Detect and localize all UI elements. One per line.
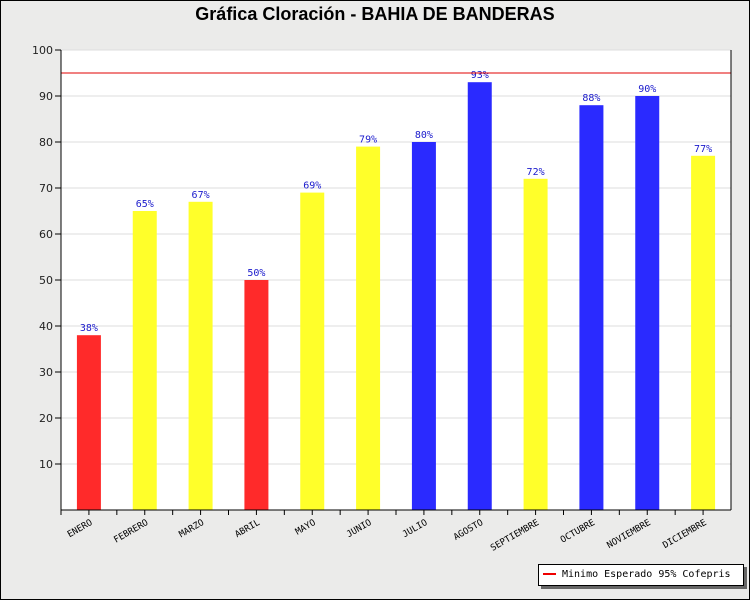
data-label: 67%	[192, 190, 210, 201]
bar-junio	[356, 146, 381, 510]
data-label: 72%	[527, 167, 545, 178]
bar-enero	[76, 335, 101, 510]
bar-mayo	[300, 192, 325, 510]
data-label: 88%	[582, 93, 600, 104]
x-tick-label: AGOSTO	[452, 518, 485, 543]
bar-febrero	[132, 211, 157, 510]
y-tick-label: 70	[39, 182, 53, 195]
x-tick-label: MAYO	[294, 518, 318, 538]
y-tick-label: 30	[39, 366, 53, 379]
x-tick-label: ABRIL	[233, 518, 261, 540]
x-tick-label: FEBRERO	[112, 518, 150, 546]
y-tick-label: 20	[39, 412, 53, 425]
x-tick-label: DICIEMBRE	[661, 518, 708, 551]
x-tick-label: JUNIO	[345, 518, 373, 540]
bar-septiembre	[523, 178, 548, 511]
data-label: 77%	[694, 144, 712, 155]
x-tick-label: SEPTIEMBRE	[489, 518, 541, 554]
data-label: 80%	[415, 130, 433, 141]
y-tick-label: 100	[32, 44, 53, 57]
bar-marzo	[188, 201, 213, 511]
legend: Minimo Esperado 95% Cofepris	[538, 564, 744, 586]
y-tick-label: 60	[39, 228, 53, 241]
bar-octubre	[579, 105, 604, 510]
data-label: 93%	[471, 70, 489, 81]
data-label: 69%	[303, 181, 321, 192]
data-label: 65%	[136, 199, 154, 210]
bar-abril	[244, 280, 269, 510]
y-tick-label: 10	[39, 458, 53, 471]
data-label: 90%	[638, 84, 656, 95]
x-tick-label: OCTUBRE	[559, 518, 597, 546]
bar-agosto	[467, 82, 492, 510]
y-tick-label: 90	[39, 90, 53, 103]
y-tick-label: 50	[39, 274, 53, 287]
data-label: 50%	[247, 268, 265, 279]
chart-title: Gráfica Cloración - BAHIA DE BANDERAS	[195, 4, 555, 24]
data-label: 79%	[359, 135, 377, 146]
data-label: 38%	[80, 323, 98, 334]
y-tick-label: 80	[39, 136, 53, 149]
legend-label: Minimo Esperado 95% Cofepris	[562, 569, 731, 580]
x-tick-label: JULIO	[401, 518, 429, 540]
x-tick-label: NOVIEMBRE	[606, 518, 653, 551]
bar-julio	[411, 142, 436, 510]
x-tick-label: MARZO	[178, 518, 206, 540]
bar-diciembre	[691, 155, 716, 511]
x-tick-label: ENERO	[66, 518, 94, 540]
y-tick-label: 40	[39, 320, 53, 333]
bar-noviembre	[635, 96, 660, 510]
legend-line-swatch	[543, 573, 556, 575]
